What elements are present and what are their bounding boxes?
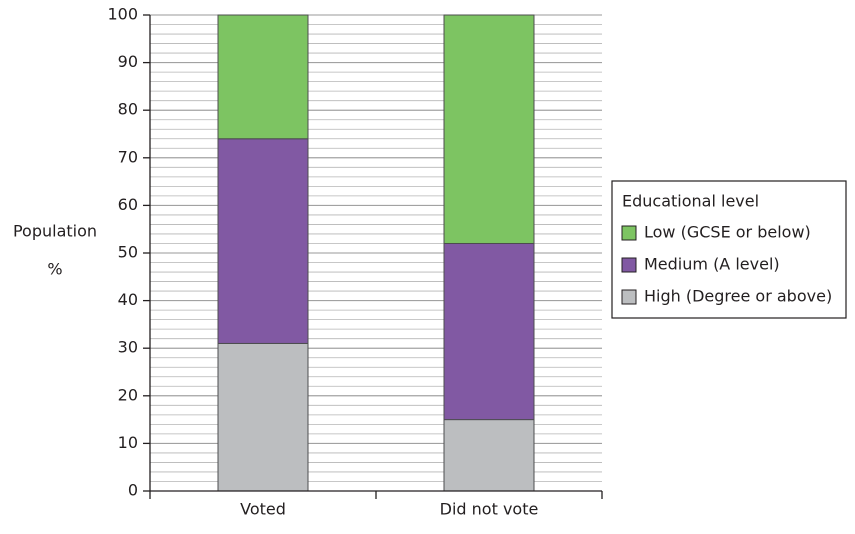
legend-box: [611, 180, 847, 319]
y-axis-label: %: [47, 260, 62, 279]
bar-segment: [217, 342, 309, 492]
bar-segment: [443, 14, 535, 244]
bar-segment: [217, 14, 309, 140]
y-tick-label: 90: [118, 52, 138, 71]
bar-segment: [443, 419, 535, 492]
bar-segment: [443, 242, 535, 421]
y-tick-label: 70: [118, 147, 138, 166]
y-tick-label: 50: [118, 243, 138, 262]
y-tick-label: 30: [118, 338, 138, 357]
y-tick-label: 10: [118, 433, 138, 452]
legend-swatch: [621, 225, 637, 241]
x-tick-label: Did not vote: [440, 500, 539, 519]
legend-label: Medium (A level): [644, 255, 780, 274]
legend-swatch: [621, 257, 637, 273]
y-tick-label: 0: [128, 481, 138, 500]
legend-label: Low (GCSE or below): [644, 223, 811, 242]
x-tick-label: Voted: [240, 500, 286, 519]
y-tick-label: 100: [107, 5, 138, 24]
y-axis-label: Population: [13, 222, 97, 241]
y-tick-label: 40: [118, 290, 138, 309]
y-tick-label: 20: [118, 385, 138, 404]
legend-title: Educational level: [622, 192, 759, 211]
legend-label: High (Degree or above): [644, 287, 832, 306]
bar-segment: [217, 138, 309, 344]
y-tick-label: 80: [118, 100, 138, 119]
legend-swatch: [621, 289, 637, 305]
y-tick-label: 60: [118, 195, 138, 214]
